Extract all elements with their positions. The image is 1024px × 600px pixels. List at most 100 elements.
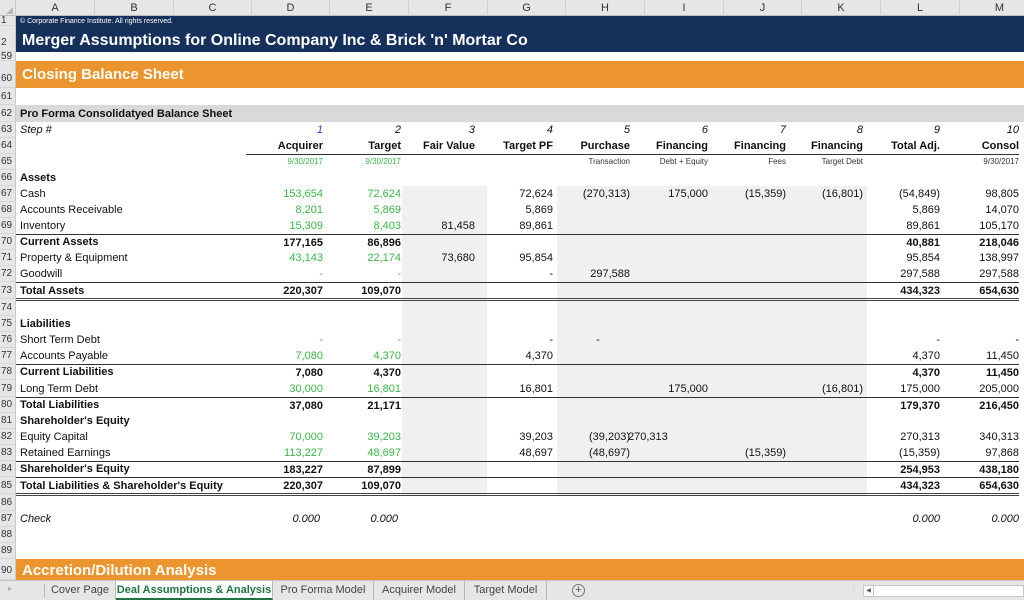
cell-value[interactable]: 14,070	[985, 204, 1019, 216]
cell-value[interactable]: 270,313	[628, 431, 668, 443]
cell-value[interactable]: 4,370	[912, 350, 940, 362]
cell-value[interactable]: (54,849)	[899, 188, 940, 200]
cell-value[interactable]: 270,313	[900, 431, 940, 443]
row-header[interactable]: 65	[0, 154, 16, 170]
cell-value[interactable]: 254,953	[900, 464, 940, 476]
cell-value[interactable]: 138,997	[979, 252, 1019, 264]
cell-value[interactable]: 4,370	[912, 367, 940, 379]
cell-value[interactable]: (48,697)	[589, 447, 630, 459]
column-header-m[interactable]: M	[960, 0, 1024, 16]
row-header[interactable]: 86	[0, 494, 16, 511]
select-all-button[interactable]	[0, 0, 16, 16]
cell-value[interactable]: 95,854	[519, 252, 553, 264]
cell-value[interactable]: 177,165	[283, 237, 323, 249]
column-header-c[interactable]: C	[174, 0, 252, 16]
row-header[interactable]: 64	[0, 138, 16, 154]
cell-value[interactable]: (270,313)	[582, 188, 630, 200]
cell-value[interactable]: -	[397, 268, 401, 280]
tab-target-model[interactable]: Target Model	[465, 581, 547, 600]
cell-value[interactable]: 16,801	[519, 383, 553, 395]
column-header-h[interactable]: H	[566, 0, 645, 16]
cell-value[interactable]: 654,630	[979, 480, 1019, 492]
cell-value[interactable]: 205,000	[979, 383, 1019, 395]
row-header[interactable]: 78	[0, 364, 16, 380]
cell-value[interactable]: 11,450	[986, 350, 1019, 362]
cell-value[interactable]: 22,174	[367, 252, 401, 264]
cell-value[interactable]: -	[319, 334, 323, 346]
cell-value[interactable]: 179,370	[900, 400, 940, 412]
cell-value[interactable]: (39,203)	[589, 431, 630, 443]
cell-value[interactable]: 220,307	[283, 285, 323, 297]
cell-value[interactable]: 5,869	[912, 204, 940, 216]
column-header-a[interactable]: A	[16, 0, 95, 16]
tab-cover-page[interactable]: Cover Page	[45, 581, 116, 600]
row-header[interactable]: 71	[0, 250, 16, 266]
cell-value[interactable]: (16,801)	[822, 383, 863, 395]
row-header[interactable]: 77	[0, 348, 16, 364]
cell-value[interactable]: 4,370	[373, 367, 401, 379]
tab-deal-assumptions-analysis[interactable]: Deal Assumptions & Analysis	[116, 581, 273, 600]
cell-value[interactable]: 5,869	[373, 204, 401, 216]
cell-value[interactable]: 4,370	[525, 350, 553, 362]
cell-value[interactable]: 37,080	[289, 400, 323, 412]
cell-value[interactable]: (15,359)	[899, 447, 940, 459]
cell-value[interactable]: (15,359)	[745, 188, 786, 200]
column-header-l[interactable]: L	[881, 0, 960, 16]
cell-value[interactable]: 297,588	[900, 268, 940, 280]
cell-value[interactable]: 81,458	[441, 220, 475, 232]
row-header[interactable]: 89	[0, 543, 16, 559]
cell-value[interactable]: 89,861	[519, 220, 553, 232]
column-header-i[interactable]: I	[645, 0, 724, 16]
cell-value[interactable]: 87,899	[367, 464, 401, 476]
check-value[interactable]: 0.000	[912, 513, 940, 525]
cell-value[interactable]: 95,854	[906, 252, 940, 264]
cell-value[interactable]: 8,403	[373, 220, 401, 232]
check-value[interactable]: 0.000	[292, 513, 320, 525]
column-header-j[interactable]: J	[724, 0, 802, 16]
cell-value[interactable]: 89,861	[906, 220, 940, 232]
cell-value[interactable]: (15,359)	[745, 447, 786, 459]
cell-value[interactable]: 438,180	[979, 464, 1019, 476]
cell-value[interactable]: 39,203	[367, 431, 401, 443]
cell-value[interactable]: 40,881	[906, 237, 940, 249]
row-header[interactable]: 60	[0, 61, 16, 88]
cell-value[interactable]: 72,624	[519, 188, 553, 200]
scroll-left-icon[interactable]: ◀	[864, 586, 874, 596]
row-header[interactable]: 67	[0, 186, 16, 202]
row-header[interactable]: 63	[0, 122, 16, 138]
row-header[interactable]: 79	[0, 380, 16, 397]
column-header-b[interactable]: B	[95, 0, 174, 16]
check-value[interactable]: 0.000	[991, 513, 1019, 525]
cell-value[interactable]: -	[549, 334, 553, 346]
row-header[interactable]: 74	[0, 299, 16, 316]
row-header[interactable]: 73	[0, 282, 16, 299]
cell-value[interactable]: 434,323	[900, 285, 940, 297]
column-header-d[interactable]: D	[252, 0, 330, 16]
splitter-handle-icon[interactable]: ⋮	[850, 585, 858, 594]
cell-value[interactable]: 16,801	[367, 383, 401, 395]
cell-value[interactable]: 98,805	[985, 188, 1019, 200]
cell-value[interactable]: 39,203	[519, 431, 553, 443]
cell-value[interactable]: 15,309	[289, 220, 323, 232]
cell-value[interactable]: (16,801)	[822, 188, 863, 200]
column-header-g[interactable]: G	[488, 0, 566, 16]
column-header-e[interactable]: E	[330, 0, 409, 16]
cell-value[interactable]: 105,170	[979, 220, 1019, 232]
cell-value[interactable]: 7,080	[295, 367, 323, 379]
cell-value[interactable]: 86,896	[367, 237, 401, 249]
cell-value[interactable]: 8,201	[295, 204, 323, 216]
row-header[interactable]: 82	[0, 429, 16, 445]
cell-value[interactable]: 109,070	[361, 480, 401, 492]
cell-value[interactable]: 297,588	[979, 268, 1019, 280]
cell-value[interactable]: 73,680	[441, 252, 475, 264]
row-header[interactable]: 81	[0, 413, 16, 429]
row-header[interactable]: 69	[0, 218, 16, 234]
row-header[interactable]: 61	[0, 88, 16, 105]
cell-value[interactable]: 4,370	[373, 350, 401, 362]
row-header[interactable]: 83	[0, 445, 16, 461]
cell-value[interactable]: 175,000	[900, 383, 940, 395]
horizontal-scrollbar[interactable]: ◀	[863, 585, 1024, 597]
row-header[interactable]: 80	[0, 397, 16, 413]
row-header[interactable]: 62	[0, 105, 16, 122]
column-header-k[interactable]: K	[802, 0, 881, 16]
